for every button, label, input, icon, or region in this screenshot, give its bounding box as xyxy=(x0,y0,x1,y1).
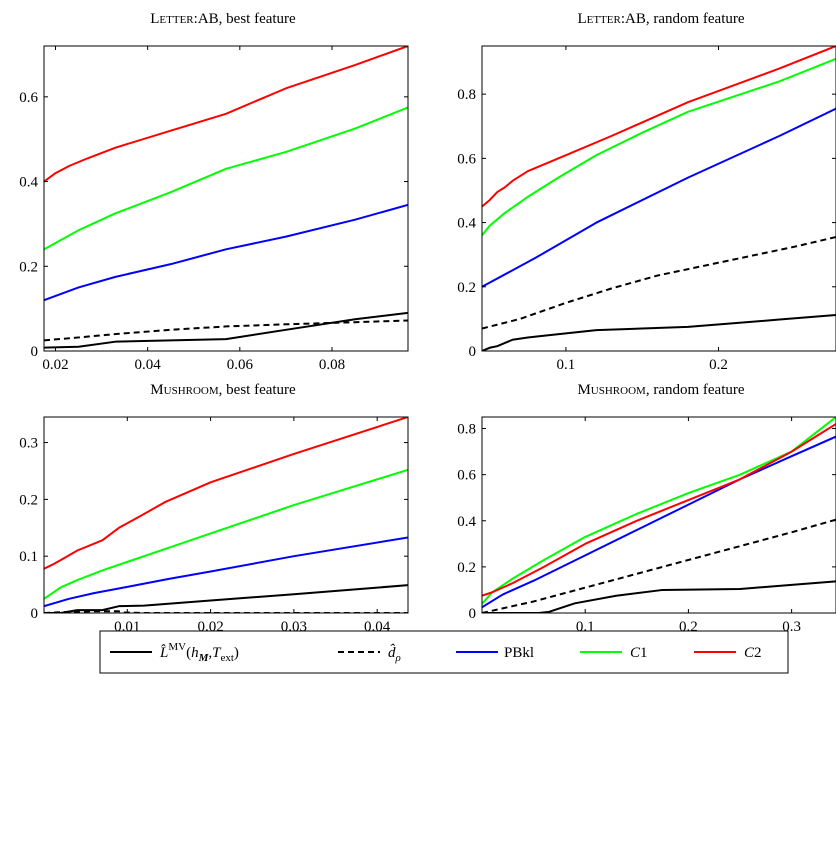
y-tick-label: 0.6 xyxy=(457,468,476,484)
series-line-drho xyxy=(482,236,836,330)
series-line-c1 xyxy=(44,468,408,600)
series-line-lmv xyxy=(482,580,836,613)
y-tick-label: 0.1 xyxy=(19,549,38,565)
y-tick-label: 0.8 xyxy=(457,87,476,103)
y-tick-label: 0.6 xyxy=(457,151,476,167)
y-tick-label: 0.3 xyxy=(19,436,38,452)
legend-label-lmv: L̂MV(hM,Text) xyxy=(159,641,239,664)
panel-title-rest: , random feature xyxy=(646,382,745,398)
y-tick-label: 0 xyxy=(31,606,39,622)
panel-letter-random: Letter:AB, random feature 0.1 0.2 0 0.2 0.4 0… xyxy=(457,11,836,373)
series-group xyxy=(44,46,408,349)
x-tick-label: 0.08 xyxy=(319,357,345,373)
series-line-pbkl xyxy=(482,435,836,609)
series-line-drho xyxy=(44,610,408,613)
plot-frame xyxy=(481,416,836,614)
panel-mushroom-best: Mushroom, best feature 0.01 0.02 0.03 0.040… xyxy=(19,382,409,635)
panel-title-rest: :AB, best feature xyxy=(194,11,296,27)
legend-label-c1: C1 xyxy=(630,645,648,661)
series-line-lmv xyxy=(482,314,836,351)
series-line-c1 xyxy=(44,106,408,251)
series-line-lmv xyxy=(44,311,408,349)
legend: L̂MV(hM,Text) d̂ρ PBkl C1 C2 xyxy=(99,630,789,674)
series-line-c2 xyxy=(482,423,836,597)
y-tick-label: 0 xyxy=(31,344,39,360)
series-group xyxy=(44,417,408,613)
x-tick-label: 0.06 xyxy=(227,357,254,373)
panel-title-dataset: Mushroom xyxy=(577,382,646,398)
plot-frame xyxy=(43,45,409,352)
panel-title-rest: :AB, random feature xyxy=(621,11,745,27)
x-tick-label: 0.04 xyxy=(135,357,162,373)
series-line-c2 xyxy=(482,46,836,208)
panel-title: Letter:AB, random feature xyxy=(577,11,744,27)
legend-label-drho: d̂ρ xyxy=(388,644,401,664)
y-tick-label: 0.2 xyxy=(19,259,38,275)
legend-entry-drho: d̂ρ xyxy=(338,644,401,664)
y-tick-label: 0.2 xyxy=(19,492,38,508)
series-line-c1 xyxy=(482,57,836,237)
y-tick-label: 0.2 xyxy=(457,280,476,296)
series-line-pbkl xyxy=(44,536,408,608)
y-tick-label: 0.8 xyxy=(457,422,476,438)
panel-title-dataset: Letter xyxy=(150,11,194,27)
series-line-pbkl xyxy=(44,203,408,302)
y-tick-label: 0.4 xyxy=(19,175,38,191)
legend-entry-c1: C1 xyxy=(580,645,648,661)
series-line-lmv xyxy=(44,584,408,613)
panel-title: Mushroom, random feature xyxy=(577,382,744,398)
y-tick-label: 0.6 xyxy=(19,90,38,106)
x-tick-label: 0.02 xyxy=(42,357,68,373)
series-line-pbkl xyxy=(482,107,836,288)
y-tick-label: 0 xyxy=(469,344,477,360)
legend-entry-c2: C2 xyxy=(694,645,762,661)
y-tick-label: 0.4 xyxy=(457,216,476,232)
legend-label-pbkl: PBkl xyxy=(504,645,534,661)
panel-title-dataset: Letter xyxy=(577,11,621,27)
x-tick-label: 0.1 xyxy=(557,357,576,373)
y-tick-label: 0.4 xyxy=(457,514,476,530)
y-tick-label: 0.2 xyxy=(457,560,476,576)
panel-letter-best: Letter:AB, best feature 0.02 0.04 0.06 0.08… xyxy=(19,11,409,373)
panel-title: Letter:AB, best feature xyxy=(150,11,296,27)
legend-entry-lmv: L̂MV(hM,Text) xyxy=(110,641,239,664)
legend-entry-pbkl: PBkl xyxy=(456,645,534,661)
legend-box xyxy=(99,630,789,674)
panel-title: Mushroom, best feature xyxy=(150,382,296,398)
series-line-c2 xyxy=(44,46,408,183)
series-line-drho xyxy=(482,518,836,613)
series-line-drho xyxy=(44,319,408,342)
panel-mushroom-random: Mushroom, random feature 0.1 0.2 0.300.20.… xyxy=(457,382,836,635)
series-line-c1 xyxy=(482,417,836,605)
series-group xyxy=(482,417,836,613)
plot-frame xyxy=(43,416,409,614)
panel-title-rest: , best feature xyxy=(219,382,296,398)
x-tick-label: 0.2 xyxy=(709,357,728,373)
legend-label-c2: C2 xyxy=(744,645,762,661)
series-line-c2 xyxy=(44,417,408,570)
panel-title-dataset: Mushroom xyxy=(150,382,219,398)
y-tick-label: 0 xyxy=(469,606,477,622)
plot-frame xyxy=(481,45,836,352)
series-group xyxy=(482,46,836,351)
